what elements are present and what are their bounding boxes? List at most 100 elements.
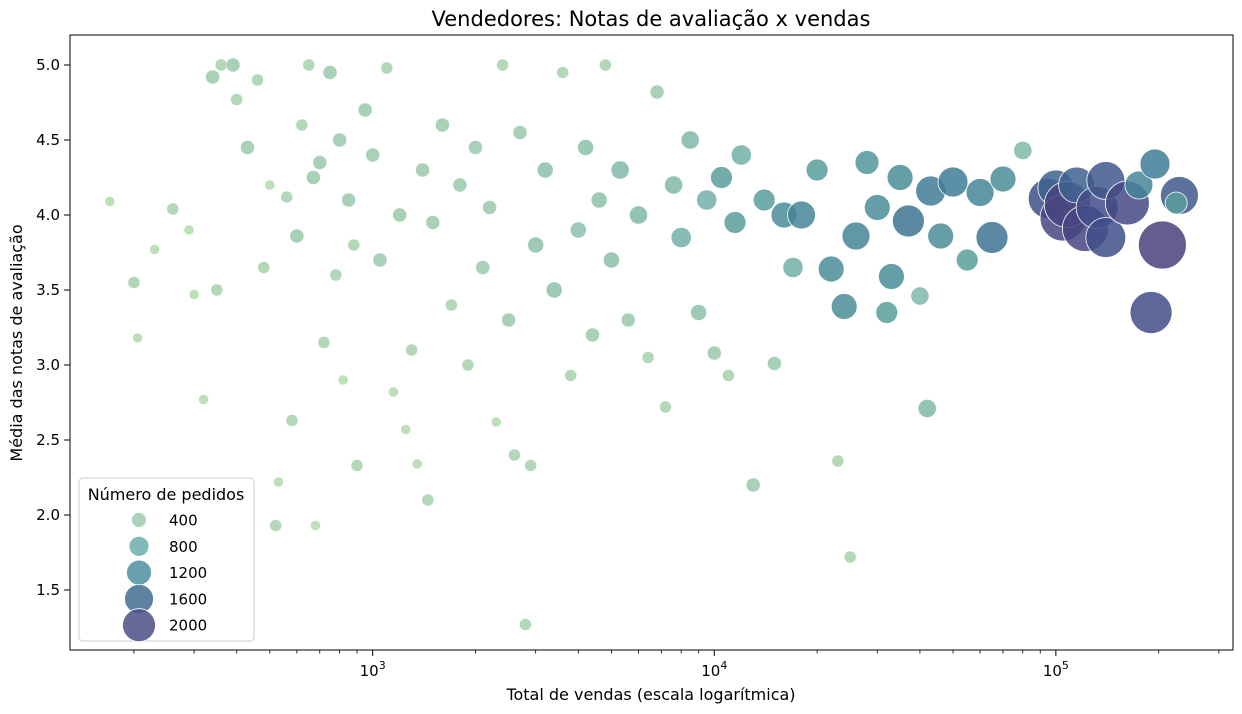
scatter-point bbox=[878, 263, 905, 290]
scatter-point bbox=[722, 369, 735, 382]
scatter-point bbox=[496, 58, 509, 72]
scatter-point bbox=[886, 164, 914, 191]
scatter-point bbox=[468, 140, 483, 155]
y-tick-label: 2.5 bbox=[36, 431, 60, 449]
scatter-point bbox=[210, 283, 224, 297]
scatter-point bbox=[1013, 141, 1032, 160]
scatter-point bbox=[198, 394, 209, 405]
scatter-point bbox=[322, 65, 338, 80]
legend: Número de pedidos 400 800 1200 1600 2000 bbox=[78, 477, 255, 643]
scatter-point bbox=[1164, 191, 1188, 215]
legend-label: 1600 bbox=[169, 590, 207, 608]
scatter-point bbox=[264, 179, 275, 191]
scatter-point bbox=[671, 227, 692, 248]
scatter-point bbox=[257, 261, 270, 274]
legend-box bbox=[78, 477, 255, 642]
y-tick-label: 3.5 bbox=[36, 281, 60, 299]
scatter-point bbox=[302, 58, 315, 72]
scatter-point bbox=[205, 69, 220, 85]
scatter-point bbox=[664, 175, 683, 195]
scatter-point bbox=[365, 147, 380, 163]
scatter-point bbox=[965, 178, 995, 207]
scatter-point bbox=[519, 618, 532, 631]
scatter-point bbox=[329, 268, 342, 282]
y-tick-label: 4.0 bbox=[36, 206, 60, 224]
y-axis-title: Média das notas de avaliação bbox=[7, 224, 26, 461]
scatter-point bbox=[723, 211, 747, 234]
scatter-point bbox=[782, 257, 804, 278]
scatter-point bbox=[805, 158, 829, 182]
scatter-point bbox=[892, 204, 925, 238]
scatter-point bbox=[875, 301, 899, 324]
legend-marker bbox=[122, 608, 156, 643]
scatter-point bbox=[445, 298, 458, 312]
legend-marker bbox=[128, 535, 150, 557]
scatter-point bbox=[310, 520, 321, 531]
scatter-point bbox=[910, 286, 930, 306]
scatter-point bbox=[918, 399, 937, 418]
scatter-point bbox=[641, 351, 655, 364]
x-tick-label: 105 bbox=[1043, 659, 1069, 680]
y-tick-label: 2.0 bbox=[36, 506, 60, 524]
scatter-point bbox=[357, 102, 373, 118]
scatter-point bbox=[127, 276, 141, 289]
scatter-point bbox=[1085, 217, 1127, 258]
x-axis-title: Total de vendas (escala logarítmica) bbox=[505, 685, 795, 704]
scatter-point bbox=[512, 125, 528, 140]
scatter-point bbox=[746, 477, 761, 493]
scatter-point bbox=[707, 345, 722, 361]
scatter-point bbox=[421, 493, 434, 507]
scatter-point bbox=[230, 93, 243, 106]
scatter-point bbox=[400, 424, 411, 435]
scatter-point bbox=[690, 304, 707, 321]
scatter-point bbox=[937, 166, 969, 198]
y-tick-label: 1.5 bbox=[36, 581, 60, 599]
scatter-point bbox=[372, 252, 388, 268]
scatter-point bbox=[461, 358, 475, 372]
scatter-point bbox=[854, 150, 880, 175]
scatter-point bbox=[425, 215, 440, 230]
scatter-point bbox=[556, 66, 569, 79]
scatter-point bbox=[696, 189, 717, 211]
scatter-point bbox=[524, 459, 537, 472]
scatter-point bbox=[710, 166, 733, 189]
scatter-point bbox=[280, 190, 293, 204]
scatter-point bbox=[350, 459, 364, 472]
scatter-point bbox=[1139, 148, 1171, 180]
y-tick-label: 3.0 bbox=[36, 356, 60, 374]
legend-label: 400 bbox=[169, 512, 198, 530]
scatter-point bbox=[659, 400, 672, 414]
scatter-point bbox=[599, 58, 612, 72]
scatter-point bbox=[317, 336, 331, 349]
scatter-point bbox=[295, 118, 308, 132]
legend-marker bbox=[131, 512, 147, 528]
scatter-point bbox=[312, 155, 327, 170]
scatter-point bbox=[332, 132, 347, 148]
scatter-point bbox=[183, 224, 195, 236]
scatter-point bbox=[388, 386, 399, 398]
scatter-point bbox=[491, 416, 502, 428]
legend-marker bbox=[126, 559, 152, 586]
scatter-point bbox=[546, 281, 563, 299]
scatter-point bbox=[841, 221, 871, 251]
scatter-point bbox=[306, 170, 321, 185]
scatter-point bbox=[621, 312, 636, 328]
scatter-point bbox=[132, 332, 143, 344]
scatter-point bbox=[681, 130, 700, 150]
scatter-point bbox=[817, 255, 845, 283]
scatter-point bbox=[188, 289, 200, 300]
scatter-point bbox=[731, 144, 752, 166]
legend-title: Número de pedidos bbox=[88, 485, 245, 504]
y-axis: 1.5 2.0 2.5 3.0 3.5 4.0 4.5 5.0 bbox=[36, 56, 70, 599]
scatter-point bbox=[527, 236, 544, 254]
scatter-point bbox=[1129, 291, 1173, 334]
scatter-point bbox=[214, 58, 228, 72]
scatter-point bbox=[149, 244, 160, 255]
scatter-point bbox=[405, 343, 418, 357]
scatter-point bbox=[415, 162, 430, 178]
scatter-point bbox=[537, 161, 554, 179]
scatter-point bbox=[927, 222, 955, 250]
scatter-point bbox=[289, 228, 305, 244]
scatter-point bbox=[392, 207, 407, 223]
scatter-point bbox=[269, 519, 282, 532]
